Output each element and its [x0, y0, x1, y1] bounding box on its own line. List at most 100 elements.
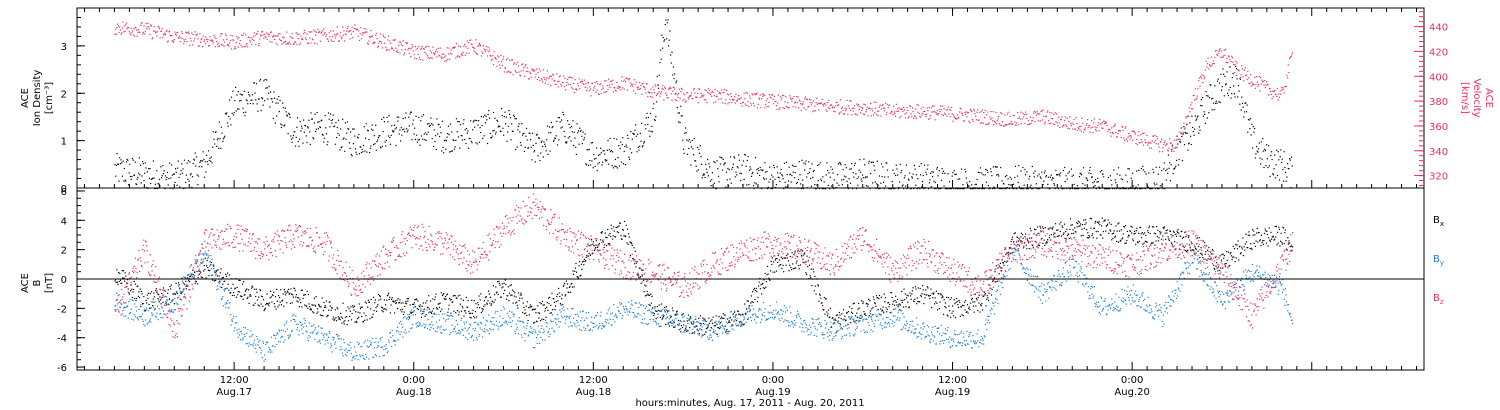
bx-point: [486, 302, 488, 304]
bx-point: [440, 310, 442, 312]
bx-point: [168, 304, 170, 306]
bx-point: [772, 261, 775, 263]
velocity-point: [159, 37, 161, 39]
density-point: [981, 172, 983, 174]
velocity-point: [1009, 115, 1011, 118]
bx-point: [931, 292, 933, 294]
density-point: [1291, 165, 1293, 167]
density-point: [426, 123, 429, 125]
density-point: [1187, 149, 1189, 151]
bx-point: [726, 328, 728, 331]
density-point: [195, 156, 198, 158]
velocity-point: [1210, 65, 1212, 67]
density-point: [723, 164, 725, 166]
bx-point: [641, 275, 643, 277]
bx-point: [202, 261, 204, 263]
velocity-point: [156, 35, 158, 37]
density-point: [1179, 141, 1182, 143]
density-point: [460, 135, 462, 137]
density-point: [131, 176, 133, 178]
bx-point: [262, 305, 264, 307]
velocity-point: [383, 35, 385, 38]
velocity-point: [529, 71, 531, 73]
bx-point: [318, 304, 320, 306]
density-point: [1233, 93, 1235, 95]
velocity-point: [660, 91, 662, 93]
density-point: [1037, 188, 1039, 190]
velocity-point: [202, 35, 204, 37]
density-point: [479, 127, 481, 129]
density-point: [218, 147, 220, 149]
bx-point: [422, 302, 424, 304]
density-point: [929, 179, 931, 181]
density-point: [942, 170, 944, 172]
bx-point: [962, 304, 964, 306]
velocity-point: [790, 98, 792, 100]
velocity-point: [1228, 56, 1230, 58]
bx-point: [334, 309, 336, 311]
bx-point: [799, 264, 802, 266]
density-point: [476, 143, 478, 145]
velocity-point: [631, 83, 633, 85]
bx-point: [399, 299, 401, 301]
velocity-point: [730, 93, 732, 95]
velocity-point: [779, 96, 781, 98]
density-point: [1074, 188, 1076, 190]
velocity-point: [810, 104, 812, 106]
velocity-point: [609, 86, 611, 89]
density-point: [1107, 188, 1109, 190]
density-point: [260, 109, 262, 112]
density-point: [946, 188, 949, 190]
bx-point: [1008, 253, 1010, 255]
velocity-point: [420, 47, 423, 49]
velocity-point: [1048, 123, 1050, 125]
density-point: [230, 124, 232, 126]
bx-point: [714, 325, 717, 327]
bx-point: [346, 324, 348, 326]
velocity-point: [496, 65, 498, 67]
density-point: [334, 143, 336, 145]
bx-point: [460, 298, 462, 300]
velocity-point: [692, 98, 694, 100]
velocity-point: [516, 72, 518, 74]
density-point: [775, 184, 777, 186]
velocity-point: [1022, 112, 1024, 114]
density-point: [917, 187, 920, 189]
velocity-point: [492, 55, 494, 57]
velocity-point: [377, 45, 379, 47]
density-point: [945, 188, 947, 190]
density-point: [351, 155, 353, 157]
velocity-point: [585, 89, 588, 92]
velocity-point: [1223, 55, 1225, 57]
density-point: [822, 176, 824, 178]
bx-point: [483, 300, 485, 302]
velocity-point: [540, 78, 542, 80]
density-point: [441, 150, 443, 152]
bx-point: [195, 280, 197, 282]
density-point: [788, 166, 790, 168]
bx-point: [444, 298, 446, 300]
density-point: [503, 134, 505, 136]
bx-point: [933, 292, 935, 294]
velocity-point: [738, 95, 740, 97]
density-point: [447, 133, 449, 135]
velocity-point: [543, 76, 545, 78]
velocity-point: [257, 30, 259, 32]
bx-point: [860, 317, 862, 319]
bx-point: [376, 305, 378, 307]
density-point: [132, 159, 134, 161]
bx-point: [497, 293, 499, 296]
velocity-point: [507, 58, 509, 60]
velocity-point: [648, 92, 650, 94]
bx-point: [926, 294, 928, 296]
density-point: [992, 188, 994, 190]
velocity-point: [284, 40, 286, 43]
density-point: [308, 119, 310, 121]
bx-point: [920, 294, 922, 296]
bx-point: [588, 255, 590, 257]
density-point: [1109, 175, 1111, 177]
bx-point: [880, 308, 882, 310]
density-point: [167, 184, 169, 186]
bx-point: [819, 294, 821, 296]
density-point: [259, 80, 261, 82]
